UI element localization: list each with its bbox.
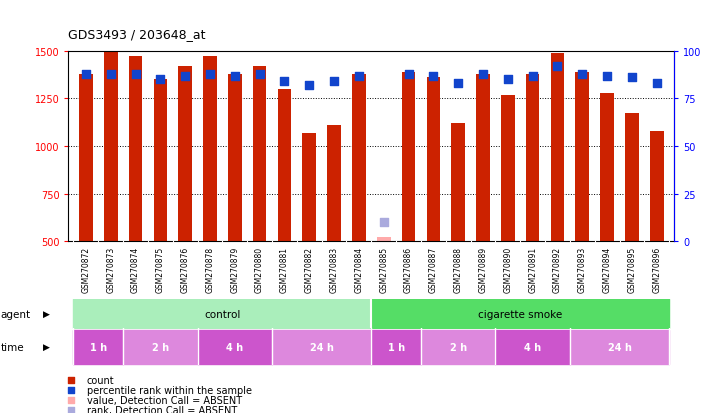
Point	[180, 73, 191, 80]
Bar	[575, 73, 589, 242]
Text: GSM270884: GSM270884	[355, 246, 363, 292]
Bar	[104, 52, 118, 242]
Text: GSM270885: GSM270885	[379, 246, 388, 292]
Point	[626, 75, 637, 81]
Point	[66, 387, 77, 393]
Text: GSM270882: GSM270882	[305, 246, 314, 292]
Bar	[327, 126, 341, 242]
Text: cigarette smoke: cigarette smoke	[478, 309, 562, 319]
Text: GSM270873: GSM270873	[106, 246, 115, 292]
Text: GSM270886: GSM270886	[404, 246, 413, 292]
Point	[328, 79, 340, 85]
Point	[66, 407, 77, 413]
Bar	[601, 93, 614, 242]
Point	[378, 219, 389, 226]
Bar	[178, 67, 192, 242]
Text: 1 h: 1 h	[89, 342, 107, 352]
Text: GSM270875: GSM270875	[156, 246, 165, 292]
Point	[304, 83, 315, 89]
Bar	[650, 131, 663, 242]
Point	[477, 71, 489, 78]
Text: GSM270874: GSM270874	[131, 246, 140, 292]
Text: GSM270892: GSM270892	[553, 246, 562, 292]
Text: 2 h: 2 h	[152, 342, 169, 352]
Text: value, Detection Call = ABSENT: value, Detection Call = ABSENT	[87, 395, 242, 405]
Bar	[377, 238, 391, 242]
Text: GSM270888: GSM270888	[454, 246, 463, 292]
Point	[452, 81, 464, 87]
Point	[154, 77, 166, 83]
Text: 24 h: 24 h	[608, 342, 632, 352]
Text: GSM270876: GSM270876	[181, 246, 190, 292]
Bar	[154, 80, 167, 242]
Text: GSM270890: GSM270890	[503, 246, 513, 292]
Text: GSM270880: GSM270880	[255, 246, 264, 292]
Text: GSM270893: GSM270893	[578, 246, 587, 292]
Text: ▶: ▶	[43, 309, 50, 318]
Text: time: time	[1, 342, 25, 352]
Text: GSM270891: GSM270891	[528, 246, 537, 292]
Point	[651, 81, 663, 87]
Point	[66, 397, 77, 404]
Text: GSM270889: GSM270889	[479, 246, 487, 292]
Point	[66, 377, 77, 383]
Text: 1 h: 1 h	[388, 342, 404, 352]
Point	[279, 79, 291, 85]
Point	[80, 71, 92, 78]
Point	[552, 64, 563, 70]
Point	[254, 71, 265, 78]
Text: rank, Detection Call = ABSENT: rank, Detection Call = ABSENT	[87, 405, 236, 413]
Point	[601, 73, 613, 80]
Text: GSM270878: GSM270878	[205, 246, 214, 292]
Text: 4 h: 4 h	[524, 342, 541, 352]
Bar	[451, 124, 465, 242]
Bar	[526, 74, 539, 242]
Text: GSM270879: GSM270879	[230, 246, 239, 292]
Point	[204, 71, 216, 78]
Bar	[427, 78, 441, 242]
Point	[428, 73, 439, 80]
Text: 24 h: 24 h	[310, 342, 334, 352]
Text: GSM270883: GSM270883	[329, 246, 339, 292]
Point	[527, 73, 539, 80]
Text: 2 h: 2 h	[450, 342, 466, 352]
Bar	[253, 67, 267, 242]
Bar	[302, 133, 316, 242]
Bar	[79, 74, 93, 242]
Bar	[278, 90, 291, 242]
Bar	[402, 73, 415, 242]
Text: agent: agent	[1, 309, 31, 319]
Text: control: control	[204, 309, 241, 319]
Text: ▶: ▶	[43, 342, 50, 351]
Bar	[352, 74, 366, 242]
Text: GSM270895: GSM270895	[627, 246, 637, 292]
Text: GSM270887: GSM270887	[429, 246, 438, 292]
Bar	[625, 113, 639, 242]
Bar	[203, 57, 217, 242]
Text: GDS3493 / 203648_at: GDS3493 / 203648_at	[68, 28, 206, 41]
Text: percentile rank within the sample: percentile rank within the sample	[87, 385, 252, 395]
Text: 4 h: 4 h	[226, 342, 244, 352]
Text: GSM270872: GSM270872	[81, 246, 90, 292]
Point	[130, 71, 141, 78]
Text: GSM270896: GSM270896	[653, 246, 661, 292]
Point	[403, 71, 415, 78]
Point	[502, 77, 513, 83]
Bar	[551, 54, 565, 242]
Point	[577, 71, 588, 78]
Text: GSM270894: GSM270894	[603, 246, 611, 292]
Point	[353, 73, 365, 80]
Point	[229, 73, 241, 80]
Bar	[228, 74, 242, 242]
Point	[105, 71, 117, 78]
Text: count: count	[87, 375, 114, 385]
Text: GSM270881: GSM270881	[280, 246, 289, 292]
Bar	[128, 57, 142, 242]
Bar	[476, 74, 490, 242]
Bar	[501, 95, 515, 242]
